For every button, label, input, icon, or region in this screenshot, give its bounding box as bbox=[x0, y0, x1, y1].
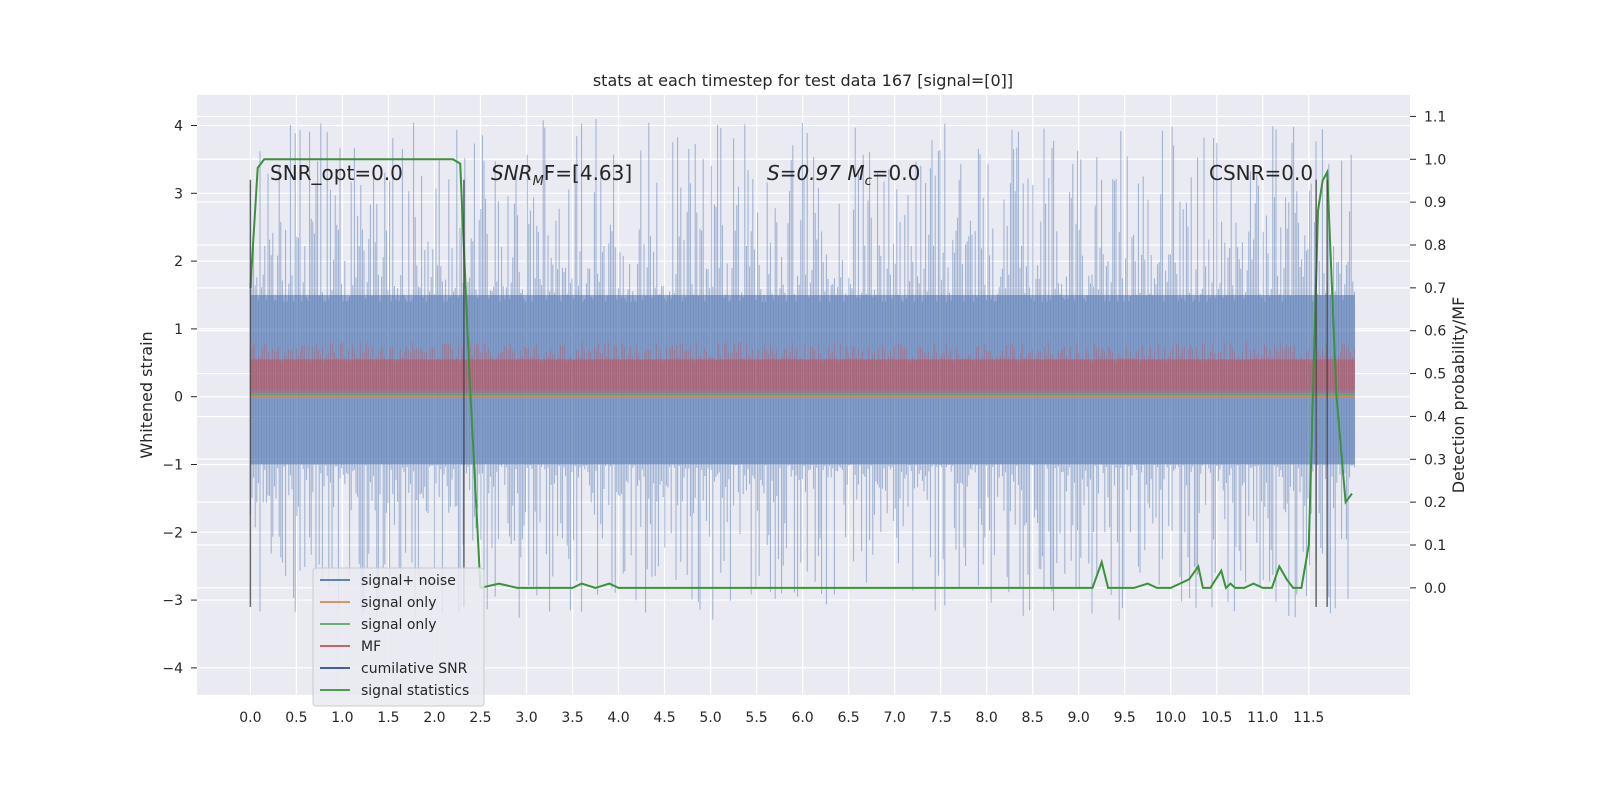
y2-tick-label: 0.1 bbox=[1424, 538, 1446, 554]
y2-tick-label: 0.5 bbox=[1424, 367, 1446, 383]
y-tick-label: −1 bbox=[162, 457, 183, 473]
vertical-markers bbox=[249, 179, 1328, 607]
y2-tick-label: 0.2 bbox=[1424, 495, 1446, 511]
x-tick-label: 7.0 bbox=[883, 710, 905, 726]
x-tick-label: 10.0 bbox=[1155, 710, 1186, 726]
legend-label: signal statistics bbox=[361, 683, 469, 699]
x-tick-label: 2.0 bbox=[423, 710, 445, 726]
annotation-snr-mf: SNRMF=[4.63] bbox=[491, 161, 632, 189]
x-tick-label: 3.5 bbox=[561, 710, 583, 726]
x-tick-label: 2.5 bbox=[469, 710, 491, 726]
legend-label: signal+ noise bbox=[361, 573, 456, 589]
x-tick-label: 11.5 bbox=[1293, 710, 1324, 726]
x-tick-label: 5.5 bbox=[745, 710, 767, 726]
y2-tick-label: 0.0 bbox=[1424, 581, 1446, 597]
annotation-snr-opt: SNR_opt=0.0 bbox=[270, 161, 403, 185]
y2-axis-label: Detection probability/MF bbox=[1449, 297, 1468, 494]
x-tick-label: 7.5 bbox=[929, 710, 951, 726]
x-tick-label: 6.0 bbox=[791, 710, 813, 726]
legend-label: signal only bbox=[361, 617, 436, 633]
y2-tick-label: 0.8 bbox=[1424, 238, 1446, 254]
x-tick-label: 1.5 bbox=[377, 710, 399, 726]
y-tick-label: −4 bbox=[162, 661, 183, 677]
y2-tick-label: 1.0 bbox=[1424, 152, 1446, 168]
y2-tick-label: 0.4 bbox=[1424, 409, 1446, 425]
x-tick-label: 0.5 bbox=[285, 710, 307, 726]
x-tick-label: 6.5 bbox=[837, 710, 859, 726]
signal-bands bbox=[249, 119, 1355, 620]
x-tick-label: 0.0 bbox=[239, 710, 261, 726]
y2-tick-label: 0.3 bbox=[1424, 452, 1446, 468]
annotation-csnr: CSNR=0.0 bbox=[1209, 161, 1313, 185]
y2-tick-label: 0.9 bbox=[1424, 195, 1446, 211]
y-axis-label: Whitened strain bbox=[137, 331, 156, 458]
x-tick-label: 10.5 bbox=[1201, 710, 1232, 726]
series-lines bbox=[249, 158, 1355, 590]
y2-tick-label: 0.6 bbox=[1424, 324, 1446, 340]
x-tick-label: 11.0 bbox=[1247, 710, 1278, 726]
y-tick-label: 4 bbox=[174, 119, 183, 135]
y2-tick-label: 0.7 bbox=[1424, 281, 1446, 297]
x-tick-label: 8.5 bbox=[1022, 710, 1044, 726]
x-tick-label: 3.0 bbox=[515, 710, 537, 726]
y-tick-label: 3 bbox=[174, 186, 183, 202]
legend-label: cumilative SNR bbox=[361, 661, 468, 677]
legend-label: signal only bbox=[361, 595, 436, 611]
y2-tick-label: 1.1 bbox=[1424, 109, 1446, 125]
x-tick-label: 4.0 bbox=[607, 710, 629, 726]
annotation-s-mc: S=0.97 Mc=0.0 bbox=[767, 161, 920, 189]
axes: 0.0 0.5 1.0 1.5 2.0 2.5 3.0 3.5 4.0 4.5 5.0 5.5 6.0 6… bbox=[162, 109, 1446, 726]
signal-statistics-line bbox=[249, 158, 1353, 590]
mf-band bbox=[250, 359, 1355, 394]
y-tick-label: −3 bbox=[162, 593, 183, 609]
legend-items: signal+ noise signal only signal only MF cum… bbox=[320, 573, 469, 699]
legend: signal+ noise signal only signal only MF cum… bbox=[312, 567, 485, 707]
x-tick-label: 4.5 bbox=[653, 710, 675, 726]
x-tick-label: 9.0 bbox=[1068, 710, 1090, 726]
y-tick-label: 1 bbox=[174, 322, 183, 338]
x-tick-label: 9.5 bbox=[1114, 710, 1136, 726]
x-tick-label: 1.0 bbox=[331, 710, 353, 726]
legend-box bbox=[312, 567, 485, 707]
y-tick-label: 0 bbox=[174, 390, 183, 406]
x-tick-label: 5.0 bbox=[699, 710, 721, 726]
x-tick-label: 8.0 bbox=[976, 710, 998, 726]
y-tick-label: −2 bbox=[162, 525, 183, 541]
legend-label: MF bbox=[361, 639, 381, 655]
chart-title: stats at each timestep for test data 167… bbox=[593, 71, 1013, 90]
y-tick-label: 2 bbox=[174, 254, 183, 270]
